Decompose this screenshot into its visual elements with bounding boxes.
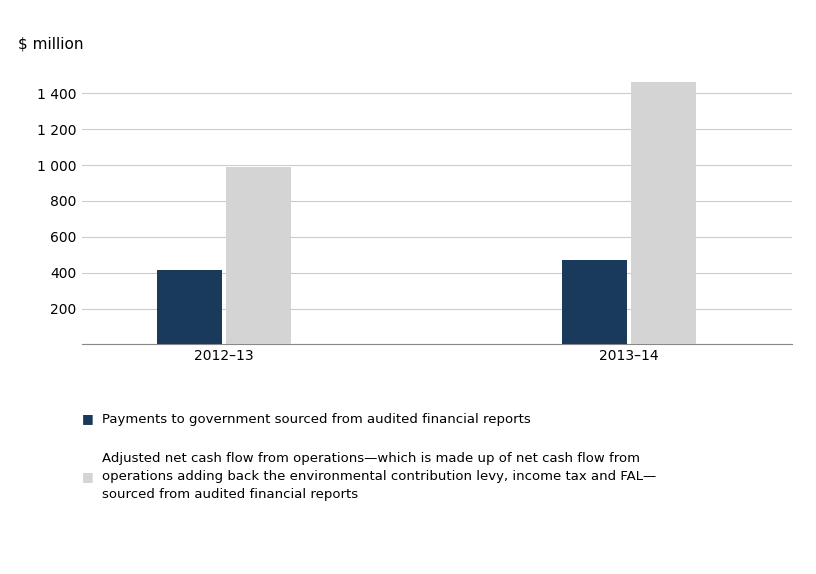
Bar bbox=[632, 82, 696, 344]
Bar bbox=[157, 270, 222, 344]
Text: Adjusted net cash flow from operations—which is made up of net cash flow from
op: Adjusted net cash flow from operations—w… bbox=[102, 452, 656, 501]
Text: $ million: $ million bbox=[18, 37, 83, 52]
Text: ■: ■ bbox=[82, 413, 93, 425]
Text: ■: ■ bbox=[82, 470, 93, 483]
Text: Payments to government sourced from audited financial reports: Payments to government sourced from audi… bbox=[102, 413, 530, 425]
Bar bbox=[562, 260, 628, 344]
Bar bbox=[225, 167, 290, 344]
